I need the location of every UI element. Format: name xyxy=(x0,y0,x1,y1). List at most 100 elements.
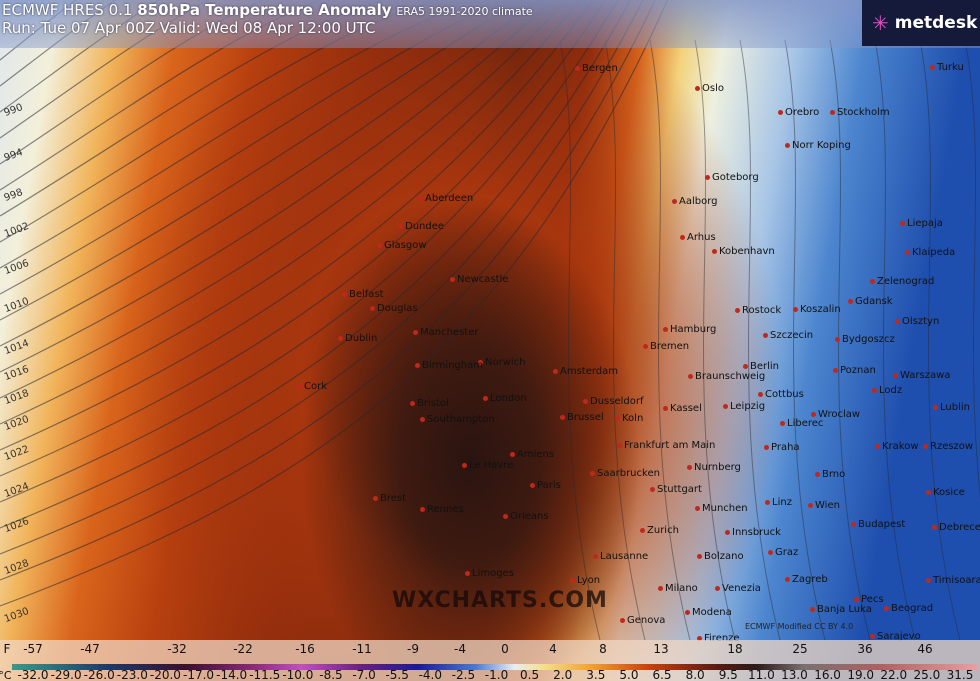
city-label: Budapest xyxy=(851,519,905,530)
product-name: 850hPa Temperature Anomaly xyxy=(137,1,392,19)
celsius-tick: 25.0 xyxy=(913,668,941,681)
fahrenheit-tick: 8 xyxy=(599,642,607,656)
city-label: Bydgoszcz xyxy=(835,334,895,345)
fahrenheit-tick: 0 xyxy=(501,642,509,656)
city-label: Rennes xyxy=(420,504,464,515)
city-label: Norr Koping xyxy=(785,140,851,151)
city-label: Zelenograd xyxy=(870,276,934,287)
isobar-line xyxy=(0,0,632,529)
city-label: Liberec xyxy=(780,418,823,429)
city-label: Rostock xyxy=(735,305,781,316)
city-label: Bristol xyxy=(410,398,449,409)
city-label: Genova xyxy=(620,615,665,626)
celsius-tick: 22.0 xyxy=(880,668,908,681)
isobar-lines xyxy=(0,0,980,640)
celsius-tick: -29.0 xyxy=(50,668,82,681)
unit-c: °C xyxy=(0,669,12,681)
celsius-tick: -5.5 xyxy=(385,668,409,681)
city-label: Nurnberg xyxy=(687,462,741,473)
city-label: Frankfurt am Main xyxy=(617,440,715,451)
city-label: Koszalin xyxy=(793,304,841,315)
city-label: Venezia xyxy=(715,583,761,594)
city-label: Arhus xyxy=(680,232,716,243)
city-label: Liepaja xyxy=(900,218,943,229)
city-label: Warszawa xyxy=(893,370,950,381)
fahrenheit-tick: -16 xyxy=(295,642,315,656)
celsius-tick: -8.5 xyxy=(319,668,343,681)
city-label: Dusseldorf xyxy=(583,396,644,407)
city-label: Brno xyxy=(815,469,845,480)
celsius-tick: 3.5 xyxy=(586,668,606,681)
isobar-line xyxy=(0,0,669,607)
city-label: Le Havre xyxy=(462,460,513,471)
model-name: ECMWF HRES 0.1 xyxy=(2,1,133,19)
credit: ECMWF Modified CC BY 4.0 xyxy=(745,622,854,631)
city-label: Cottbus xyxy=(758,389,804,400)
chart-title: ECMWF HRES 0.1 850hPa Temperature Anomal… xyxy=(2,1,533,19)
celsius-tick: -7.0 xyxy=(352,668,376,681)
run-valid-time: Run: Tue 07 Apr 00Z Valid: Wed 08 Apr 12… xyxy=(2,19,376,37)
isobar-line xyxy=(0,0,619,503)
city-label: Berlin xyxy=(743,361,779,372)
isobar-line xyxy=(0,0,441,243)
isobar-line xyxy=(694,39,736,640)
isobar-line xyxy=(0,0,581,425)
city-label: Braunschweig xyxy=(688,371,765,382)
climate-reference: ERA5 1991-2020 climate xyxy=(396,5,533,18)
isobar-line xyxy=(649,39,691,640)
fahrenheit-tick: -57 xyxy=(23,642,43,656)
city-label: Beograd xyxy=(884,603,933,614)
city-label: Orleans xyxy=(503,511,549,522)
city-label: Milano xyxy=(658,583,698,594)
fahrenheit-tick: -47 xyxy=(80,642,100,656)
logo-icon: ✳ xyxy=(872,11,889,35)
celsius-tick: -32.0 xyxy=(17,668,49,681)
fahrenheit-tick: 25 xyxy=(792,642,808,656)
city-label: Lublin xyxy=(933,402,970,413)
city-label: Kobenhavn xyxy=(712,246,775,257)
city-label: Munchen xyxy=(695,503,748,514)
city-label: Bergen xyxy=(575,63,618,74)
city-label: Douglas xyxy=(370,303,418,314)
celsius-tick: -2.5 xyxy=(451,668,476,681)
city-label: Brest xyxy=(373,493,406,504)
isobar-line xyxy=(919,39,961,640)
city-label: Gdansk xyxy=(848,296,893,307)
watermark: WXCHARTS.COM xyxy=(392,588,608,613)
celsius-tick: 8.0 xyxy=(685,668,705,681)
city-label: Newcastle xyxy=(450,274,509,285)
fahrenheit-tick: -11 xyxy=(352,642,372,656)
city-label: Rzeszow xyxy=(923,441,973,452)
celsius-tick: -1.0 xyxy=(484,668,509,681)
city-label: Aalborg xyxy=(672,196,718,207)
logo-text: metdesk xyxy=(894,13,978,33)
isobar-line xyxy=(964,39,980,499)
city-label: Leipzig xyxy=(723,401,765,412)
isobar-line xyxy=(0,0,607,477)
city-label: Cork xyxy=(297,381,327,392)
celsius-tick: -17.0 xyxy=(183,668,215,681)
isobar-line xyxy=(0,0,524,321)
celsius-tick: 0.5 xyxy=(520,668,540,681)
city-label: Zurich xyxy=(640,525,679,536)
city-label: Zagreb xyxy=(785,574,828,585)
city-label: Brussel xyxy=(560,412,604,423)
city-label: Amsterdam xyxy=(553,366,618,377)
city-label: Kassel xyxy=(663,403,702,414)
fahrenheit-tick: 4 xyxy=(549,642,557,656)
fahrenheit-tick: 13 xyxy=(653,642,669,656)
celsius-tick: 11.0 xyxy=(747,668,775,681)
isobar-line xyxy=(0,0,644,555)
city-label: Krakow xyxy=(875,441,919,452)
city-label: Paris xyxy=(530,480,561,491)
city-label: Lausanne xyxy=(593,551,648,562)
city-label: Aberdeen xyxy=(418,193,473,204)
isobar-line xyxy=(0,0,384,217)
celsius-tick: 6.5 xyxy=(652,668,672,681)
celsius-tick: -10.0 xyxy=(282,668,314,681)
celsius-tick: 9.5 xyxy=(718,668,738,681)
colorbar-strip xyxy=(12,664,978,670)
city-label: Sarajevo xyxy=(870,631,921,642)
city-label: Modena xyxy=(685,607,732,618)
